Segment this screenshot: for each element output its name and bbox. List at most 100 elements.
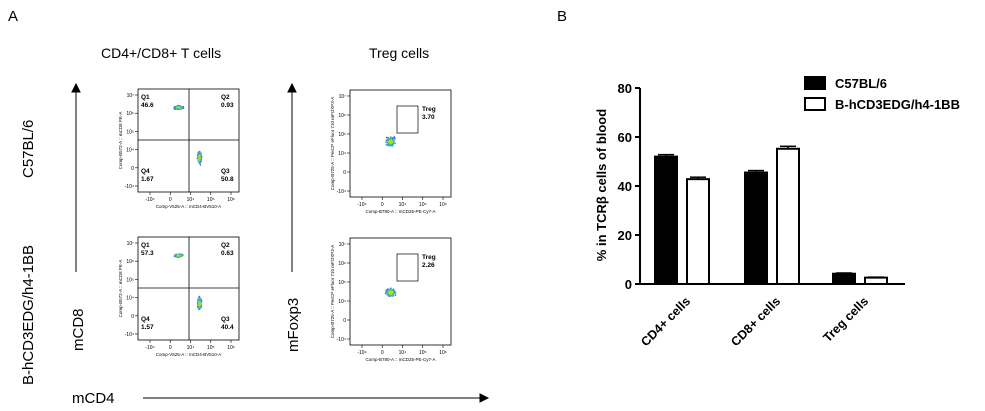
event-dot	[392, 139, 395, 141]
event-dot	[174, 254, 177, 256]
x-tick-label: 0	[381, 350, 384, 356]
event-dot	[198, 302, 200, 304]
event-dot	[173, 106, 175, 108]
x-tick-label: -10⁴	[145, 345, 154, 351]
event-dot	[182, 107, 185, 109]
event-dot	[392, 144, 394, 146]
y-tick-label: -10⁴	[337, 189, 346, 195]
event-dot	[389, 295, 391, 297]
q2-label: Q2	[221, 94, 230, 101]
bar-y-tick-label: 40	[618, 179, 632, 194]
event-dot	[178, 105, 180, 107]
event-dot	[387, 289, 389, 291]
event-dot	[391, 292, 393, 294]
event-dot	[200, 157, 203, 159]
legend-label: C57BL/6	[835, 76, 887, 91]
y-tick-label: 10⁷	[339, 242, 347, 248]
treg-population	[384, 287, 397, 297]
event-dot	[198, 158, 200, 160]
event-dot	[389, 291, 391, 293]
event-dot	[393, 288, 395, 291]
event-dot	[175, 254, 177, 256]
treg-population	[385, 136, 396, 147]
y-tick-label: 10⁴	[126, 296, 134, 302]
x-tick-label: -10⁴	[357, 350, 366, 356]
event-dot	[173, 105, 175, 108]
plot-frame: -10⁴ 0 10⁴ 10⁵ 10⁶10⁷10⁶10⁵10⁴0-10⁴Comp-V525…	[118, 236, 240, 357]
x-tick-label: -10⁴	[357, 202, 366, 208]
q3-label: Q3	[221, 168, 230, 175]
event-dot	[393, 136, 396, 139]
event-dot	[393, 294, 395, 296]
bar-hcd3edg	[864, 276, 888, 286]
event-dot	[387, 138, 389, 140]
event-dot	[390, 141, 392, 143]
event-dot	[197, 301, 199, 303]
event-dot	[198, 160, 201, 162]
event-dot	[389, 141, 391, 144]
q3-label: Q3	[221, 316, 230, 323]
event-dot	[180, 106, 183, 109]
y-tick-label: 10⁴	[338, 151, 346, 157]
event-dot	[200, 160, 202, 162]
treg-gate-label: Treg	[422, 106, 436, 113]
event-dot	[392, 291, 394, 294]
y-tick-label: -10⁴	[125, 332, 134, 338]
event-dot	[394, 294, 397, 297]
event-dot	[391, 294, 393, 297]
x-tick-label: 10⁵	[419, 350, 427, 356]
event-dot	[390, 138, 392, 140]
plot-border	[349, 237, 452, 346]
event-dot	[385, 136, 388, 139]
event-dot	[198, 159, 200, 161]
treg-gate	[396, 105, 419, 134]
event-dot	[199, 300, 201, 303]
plot-frame: -10⁴ 0 10⁴ 10⁵ 10⁶10⁷10⁶10⁵10⁴0-10⁴Comp-B780…	[330, 89, 452, 214]
y-tick-label: 10⁷	[127, 93, 135, 99]
event-dot	[198, 305, 200, 308]
event-dot	[390, 292, 392, 295]
x-tick-label: 0	[381, 202, 384, 208]
event-dot	[200, 153, 202, 155]
event-dot	[391, 137, 393, 139]
plot-y-label: Comp-B572-A :: mCD8 PE-A	[118, 260, 123, 318]
event-dot	[385, 139, 387, 141]
legend-label: B-hCD3EDG/h4-1BB	[835, 97, 960, 112]
event-dot	[199, 157, 202, 159]
event-dot	[199, 156, 201, 158]
event-dot	[200, 154, 202, 156]
x-tick-label: 10⁶	[439, 350, 447, 356]
bar-hcd3edg	[686, 178, 710, 285]
event-dot	[179, 106, 181, 108]
event-dot	[393, 141, 395, 143]
cd4-population	[196, 295, 203, 311]
event-dot	[387, 291, 389, 294]
event-dot	[198, 156, 200, 158]
q2-value: 0.93	[221, 102, 234, 109]
x-tick-label: 10⁵	[207, 197, 215, 203]
event-dot	[200, 159, 202, 161]
event-dot	[391, 142, 393, 144]
event-dot	[198, 307, 200, 309]
event-dot	[388, 145, 390, 147]
event-dot	[392, 293, 394, 295]
event-dot	[390, 142, 393, 145]
event-dot	[174, 108, 176, 110]
event-dot	[388, 295, 390, 297]
event-dot	[198, 300, 200, 302]
event-dot	[394, 138, 396, 140]
event-dot	[386, 141, 388, 143]
event-dot	[196, 154, 199, 156]
event-dot	[385, 292, 387, 294]
q1-label: Q1	[141, 242, 150, 249]
mcd4-arrow-head	[479, 393, 490, 403]
event-dot	[389, 138, 391, 140]
x-tick-label: 10⁴	[399, 350, 407, 356]
mcd8-arrow-head	[71, 82, 81, 93]
plot-x-label: Comp-V525-A :: mCD4-BV510-A	[156, 352, 222, 357]
bar-c57bl6	[654, 155, 678, 286]
plot-border	[349, 89, 452, 198]
event-dot	[392, 140, 394, 142]
x-tick-label: 0	[169, 197, 172, 203]
